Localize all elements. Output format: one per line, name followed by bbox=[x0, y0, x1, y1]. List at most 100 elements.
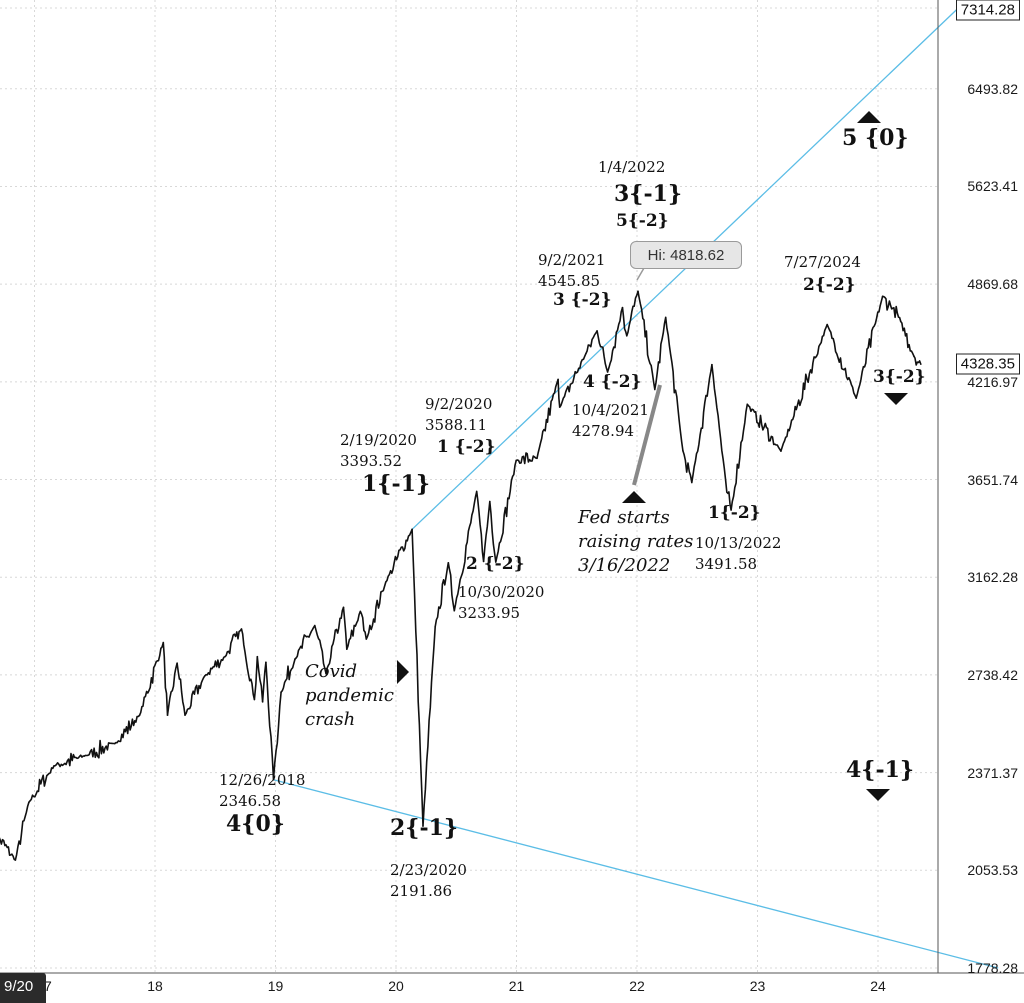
y-tick-label: 3651.74 bbox=[967, 471, 1018, 488]
x-tick-label: 23 bbox=[749, 978, 766, 994]
price-point-22 bbox=[325, 672, 327, 675]
x-tick-label: 24 bbox=[870, 978, 886, 994]
price-point-49 bbox=[682, 449, 684, 452]
price-point-29 bbox=[422, 825, 424, 827]
price-point-20 bbox=[294, 658, 296, 660]
price-point-54 bbox=[746, 403, 749, 406]
annotation-a22: 2{-2} bbox=[803, 275, 856, 296]
price-point-36 bbox=[494, 561, 497, 563]
price-point-1 bbox=[14, 859, 17, 861]
annotation-a9: 2 {-2} bbox=[466, 554, 525, 575]
annotation-a25: 4{-1} bbox=[846, 759, 914, 781]
price-point-39 bbox=[557, 378, 559, 381]
price-point-17 bbox=[265, 661, 267, 664]
price-point-8 bbox=[166, 714, 169, 716]
price-point-30 bbox=[434, 625, 436, 628]
price-point-13 bbox=[240, 628, 243, 630]
price-point-47 bbox=[654, 388, 656, 391]
price-line bbox=[0, 290, 922, 861]
price-point-37 bbox=[515, 459, 517, 462]
annotation-line: 5 {0} bbox=[842, 125, 909, 151]
annotation-a23: 5 {0} bbox=[842, 125, 909, 151]
annotation-a11: 9/2/2021 4545.85 bbox=[538, 250, 605, 292]
y-tick-label: 4869.68 bbox=[967, 276, 1018, 293]
annotation-line: crash bbox=[305, 709, 356, 730]
last-price-label: 4328.35 bbox=[955, 353, 1020, 375]
price-point-12 bbox=[224, 655, 226, 658]
annotation-line: 3 {-2} bbox=[553, 290, 612, 310]
annotation-a17: 5{-2} bbox=[616, 211, 669, 232]
annotation-line: 1{-2} bbox=[708, 503, 761, 523]
annotation-a26: Covid pandemic crash bbox=[305, 660, 394, 732]
grid-lines bbox=[0, 0, 938, 973]
price-point-61 bbox=[913, 355, 915, 357]
annotation-line: 3{-1} bbox=[614, 181, 683, 207]
y-tick-label: 6493.82 bbox=[967, 80, 1018, 97]
annotation-line: 9/2/2020 bbox=[425, 395, 493, 413]
annotation-line: 2 {-2} bbox=[466, 554, 525, 574]
annotation-line: 4545.85 bbox=[538, 272, 601, 290]
price-point-25 bbox=[359, 610, 362, 613]
price-point-58 bbox=[881, 295, 884, 298]
price-point-32 bbox=[453, 609, 456, 612]
price-point-62 bbox=[920, 363, 922, 365]
annotation-line: 5{-2} bbox=[616, 211, 669, 231]
price-point-10 bbox=[184, 714, 186, 716]
annotation-a4: 1{-1} bbox=[362, 473, 430, 495]
annotation-a19: 1{-2} bbox=[708, 503, 761, 524]
price-point-52 bbox=[725, 491, 728, 493]
high-callout: Hi: 4818.62 bbox=[630, 241, 742, 269]
annotation-line: 2/23/2020 bbox=[390, 861, 467, 879]
annotation-line: 4278.94 bbox=[572, 422, 635, 440]
price-point-5 bbox=[113, 742, 116, 745]
annotation-line: 10/13/2022 bbox=[695, 534, 782, 552]
price-point-16 bbox=[261, 701, 264, 703]
annotation-a3: 2/19/2020 3393.52 bbox=[340, 430, 417, 472]
annotation-line: 1 {-2} bbox=[437, 437, 496, 457]
price-point-46 bbox=[637, 290, 639, 293]
annotation-a7: 9/2/2020 3588.11 bbox=[425, 394, 492, 436]
price-point-51 bbox=[711, 363, 713, 366]
annotation-a8: 1 {-2} bbox=[437, 437, 496, 458]
price-point-44 bbox=[621, 306, 624, 309]
down-arrow-marker-4-1 bbox=[866, 789, 890, 801]
annotation-line: 3393.52 bbox=[340, 452, 403, 470]
price-point-53 bbox=[730, 509, 732, 511]
annotation-line: 3{-2} bbox=[873, 367, 926, 387]
price-point-9 bbox=[176, 662, 178, 665]
hi-pointer-line bbox=[636, 267, 645, 281]
annotation-a13: 4 {-2} bbox=[583, 372, 642, 393]
price-point-33 bbox=[475, 490, 478, 493]
annotation-line: 2/19/2020 bbox=[340, 431, 417, 449]
right-arrow-marker-covid bbox=[397, 660, 409, 684]
price-point-31 bbox=[447, 562, 450, 564]
price-point-56 bbox=[826, 323, 828, 326]
price-point-24 bbox=[346, 648, 348, 651]
price-point-4 bbox=[83, 755, 86, 757]
annotation-a2: 4{0} bbox=[226, 811, 285, 837]
price-point-57 bbox=[855, 397, 858, 399]
annotation-line: 2{-1} bbox=[390, 815, 459, 841]
price-point-42 bbox=[596, 330, 598, 332]
markers bbox=[397, 111, 908, 801]
annotation-line: Fed starts bbox=[578, 507, 670, 528]
x-tick-label: 19 bbox=[267, 978, 284, 994]
annotation-line: 10/30/2020 bbox=[458, 583, 545, 601]
annotation-line: 3588.11 bbox=[425, 416, 488, 434]
annotation-a5: 2{-1} bbox=[390, 815, 459, 841]
fed-pointer-line bbox=[632, 384, 662, 486]
price-point-3 bbox=[53, 765, 55, 767]
price-point-27 bbox=[384, 581, 387, 583]
annotation-a18: Fed starts raising rates 3/16/2022 bbox=[578, 506, 693, 578]
up-arrow-marker-5-0 bbox=[857, 111, 881, 123]
annotation-line: 3/16/2022 bbox=[578, 555, 671, 576]
annotation-line: raising rates bbox=[578, 531, 694, 552]
annotation-a15: 1/4/2022 bbox=[598, 157, 665, 178]
y-tick-label: 4216.97 bbox=[967, 373, 1018, 390]
annotation-line: 4 {-2} bbox=[583, 372, 642, 392]
annotation-line: 7/27/2024 bbox=[784, 253, 861, 271]
price-point-43 bbox=[606, 371, 609, 373]
annotation-line: 4{0} bbox=[226, 811, 285, 837]
x-tick-label: 20 bbox=[388, 978, 404, 994]
